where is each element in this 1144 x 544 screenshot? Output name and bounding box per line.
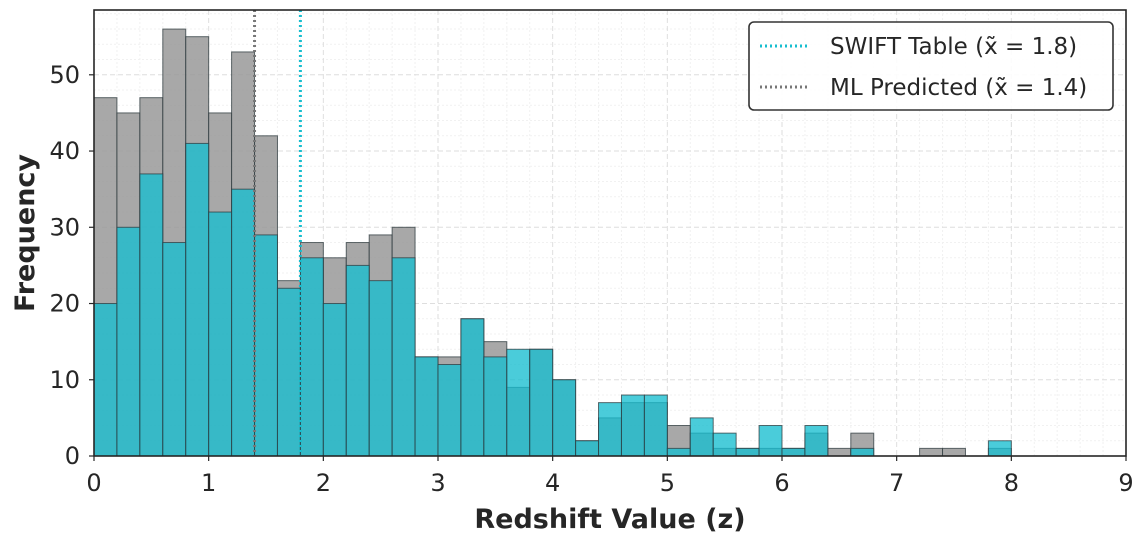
swift-table-bars bbox=[93, 142, 1012, 457]
y-axis-label: Frequency bbox=[10, 154, 41, 312]
legend-label-ml: ML Predicted (x̃ = 1.4) bbox=[830, 75, 1087, 101]
swift-table-bar bbox=[575, 440, 600, 457]
swift-table-bar bbox=[208, 211, 233, 457]
plot-frame bbox=[93, 9, 1127, 457]
swift-table-bar bbox=[666, 447, 691, 457]
legend: SWIFT Table (x̃ = 1.8) ML Predicted (x̃ … bbox=[748, 21, 1114, 111]
swift-table-bar bbox=[735, 447, 760, 457]
swift-table-bar bbox=[139, 173, 164, 457]
swift-table-bar bbox=[758, 425, 783, 457]
swift-table-bar bbox=[162, 242, 187, 457]
x-tick-label: 7 bbox=[889, 469, 904, 497]
legend-label-swift: SWIFT Table (x̃ = 1.8) bbox=[830, 34, 1077, 60]
swift-table-bar bbox=[185, 142, 210, 457]
swift-table-bar bbox=[437, 364, 462, 457]
swift-table-bar bbox=[804, 425, 829, 457]
swift-table-bar bbox=[552, 379, 577, 457]
y-tick-label: 50 bbox=[49, 61, 80, 89]
x-tick-label: 6 bbox=[774, 469, 789, 497]
swift-table-bar bbox=[93, 303, 118, 457]
x-tick-label: 8 bbox=[1004, 469, 1019, 497]
swift-table-bar bbox=[483, 356, 508, 457]
swift-table-bar bbox=[299, 257, 324, 457]
y-tick-label: 30 bbox=[49, 213, 80, 241]
swift-table-bar bbox=[391, 257, 416, 457]
swift-table-bar bbox=[987, 440, 1012, 457]
swift-table-bar bbox=[712, 432, 737, 457]
y-tick-label: 10 bbox=[49, 366, 80, 394]
legend-box bbox=[748, 21, 1114, 111]
swift-table-bar bbox=[781, 447, 806, 457]
y-tick-label: 40 bbox=[49, 137, 80, 165]
swift-table-bar bbox=[116, 226, 141, 457]
y-tick-label: 0 bbox=[65, 442, 80, 470]
swift-table-bar bbox=[276, 287, 301, 457]
ml-predicted-bar bbox=[827, 447, 852, 457]
ml-predicted-bar bbox=[942, 447, 966, 457]
x-axis-label: Redshift Value (z) bbox=[474, 504, 745, 535]
swift-table-bar bbox=[620, 394, 645, 457]
swift-table-bar bbox=[643, 394, 668, 457]
swift-table-bar bbox=[506, 348, 531, 457]
x-tick-label: 1 bbox=[201, 469, 216, 497]
x-tick-label: 5 bbox=[660, 469, 675, 497]
y-axis-ticks: 0 10 20 30 40 50 bbox=[49, 61, 94, 470]
swift-table-bar bbox=[345, 264, 370, 457]
swift-table-bar bbox=[414, 356, 439, 457]
swift-table-bar bbox=[460, 318, 485, 457]
swift-table-bar bbox=[254, 234, 278, 457]
x-tick-label: 2 bbox=[316, 469, 331, 497]
swift-table-bar bbox=[322, 303, 347, 457]
x-tick-label: 4 bbox=[545, 469, 560, 497]
swift-table-bar bbox=[529, 348, 554, 457]
x-tick-label: 0 bbox=[86, 469, 101, 497]
ml-predicted-bar bbox=[919, 447, 944, 457]
swift-table-bar bbox=[689, 417, 714, 457]
x-tick-label: 9 bbox=[1118, 469, 1133, 497]
swift-table-bar bbox=[850, 447, 875, 457]
x-axis-ticks: 0 1 2 3 4 5 6 7 8 9 bbox=[86, 456, 1134, 497]
x-tick-label: 3 bbox=[430, 469, 445, 497]
median-lines bbox=[253, 10, 302, 456]
swift-table-bar bbox=[368, 280, 393, 457]
swift-table-bar bbox=[231, 188, 256, 457]
y-tick-label: 20 bbox=[49, 290, 80, 318]
swift-table-bar bbox=[598, 402, 622, 457]
